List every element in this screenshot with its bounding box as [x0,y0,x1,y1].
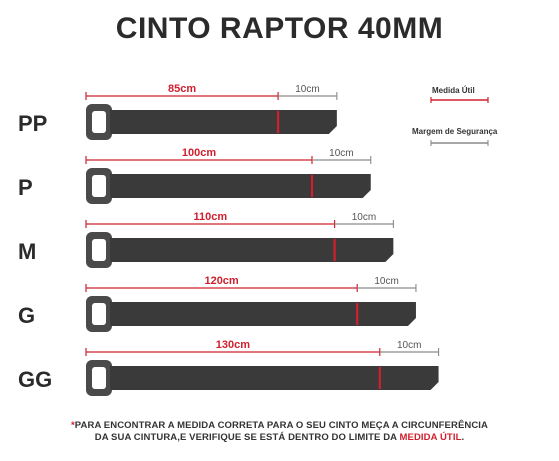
buckle-opening-pp [92,111,106,133]
margin-label-g: 10cm [374,276,398,287]
size-label-m: M [18,239,36,264]
useful-label-pp: 85cm [168,83,196,95]
size-label-pp: PP [18,111,47,136]
belt-strap-gg [110,366,439,390]
belt-strap-g [110,302,416,326]
footer-note: *PARA ENCONTRAR A MEDIDA CORRETA PARA O … [0,420,559,444]
footer-line-1: *PARA ENCONTRAR A MEDIDA CORRETA PARA O … [0,420,559,432]
buckle-opening-p [92,175,106,197]
buckle-opening-g [92,303,106,325]
footer-asterisk: * [70,420,75,431]
margin-label-pp: 10cm [295,84,319,95]
margin-label-m: 10cm [352,212,376,223]
page-title: CINTO RAPTOR 40MM [115,12,444,45]
size-label-gg: GG [18,367,52,392]
footer-line-2-suffix: . [461,432,465,443]
margin-label-p: 10cm [329,148,353,159]
useful-label-gg: 130cm [216,339,250,351]
size-label-p: P [18,175,33,200]
belt-strap-m [110,238,394,262]
useful-label-m: 110cm [193,211,227,223]
belt-strap-p [110,174,371,198]
buckle-opening-m [92,239,106,261]
footer-line-2: DA SUA CINTURA,E VERIFIQUE SE ESTÁ DENTR… [0,432,559,444]
margin-label-gg: 10cm [397,340,421,351]
footer-line-1-text: PARA ENCONTRAR A MEDIDA CORRETA PARA O S… [74,420,489,431]
legend-useful-label: Medida Útil [432,86,475,95]
footer-line-2-text: DA SUA CINTURA,E VERIFIQUE SE ESTÁ DENTR… [94,432,400,443]
useful-label-p: 100cm [182,147,216,159]
legend-margin-label: Margem de Segurança [412,127,498,136]
size-label-g: G [18,303,35,328]
belt-strap-pp [110,110,337,134]
buckle-opening-gg [92,367,106,389]
useful-label-g: 120cm [204,275,238,287]
footer-highlight: MEDIDA ÚTIL [399,432,462,443]
